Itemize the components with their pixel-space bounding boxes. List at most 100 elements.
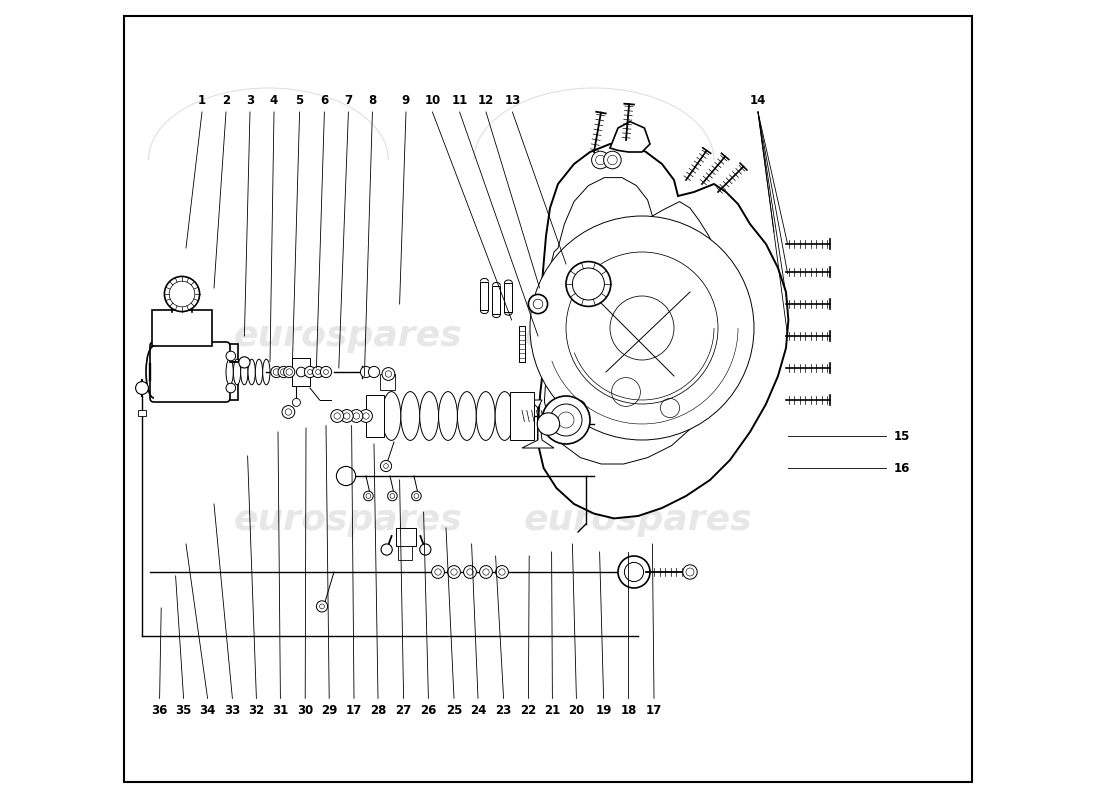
Text: 15: 15 <box>894 430 911 442</box>
Text: 14: 14 <box>750 94 767 106</box>
Text: 21: 21 <box>544 704 561 717</box>
Circle shape <box>296 367 306 377</box>
Ellipse shape <box>226 359 233 385</box>
Circle shape <box>381 460 392 472</box>
Ellipse shape <box>495 391 514 440</box>
Text: 2: 2 <box>222 94 230 106</box>
Circle shape <box>331 410 343 422</box>
Circle shape <box>320 366 331 378</box>
Text: 27: 27 <box>396 704 411 717</box>
Ellipse shape <box>255 359 263 385</box>
Circle shape <box>463 566 476 578</box>
Bar <box>398 546 412 560</box>
Circle shape <box>530 216 754 440</box>
Circle shape <box>239 357 250 368</box>
Bar <box>510 392 534 439</box>
Bar <box>218 344 238 400</box>
Circle shape <box>480 566 493 578</box>
Text: 26: 26 <box>420 704 437 717</box>
Bar <box>519 326 525 362</box>
Bar <box>381 374 395 390</box>
Circle shape <box>305 366 316 378</box>
Circle shape <box>360 410 373 422</box>
Circle shape <box>312 366 323 378</box>
Circle shape <box>448 566 461 578</box>
Circle shape <box>604 151 622 169</box>
Ellipse shape <box>400 391 420 440</box>
Text: 17: 17 <box>345 704 362 717</box>
Circle shape <box>226 351 235 361</box>
Circle shape <box>592 151 609 169</box>
Circle shape <box>496 566 508 578</box>
Circle shape <box>683 565 697 579</box>
Circle shape <box>420 544 431 555</box>
Text: eurospares: eurospares <box>524 319 752 353</box>
Circle shape <box>431 566 444 578</box>
Text: 1: 1 <box>198 94 206 106</box>
Circle shape <box>368 366 379 378</box>
Text: 31: 31 <box>273 704 288 717</box>
Text: 12: 12 <box>477 94 494 106</box>
Circle shape <box>226 383 235 393</box>
Text: eurospares: eurospares <box>233 319 462 353</box>
Circle shape <box>278 366 289 378</box>
Circle shape <box>382 368 395 380</box>
Bar <box>481 282 488 310</box>
Circle shape <box>164 276 199 311</box>
Circle shape <box>340 410 353 422</box>
Text: eurospares: eurospares <box>524 503 752 537</box>
Ellipse shape <box>382 391 400 440</box>
Circle shape <box>566 262 610 306</box>
Circle shape <box>381 544 393 555</box>
Text: 22: 22 <box>520 704 537 717</box>
Ellipse shape <box>263 359 270 385</box>
Text: 35: 35 <box>175 704 191 717</box>
Bar <box>505 283 513 312</box>
Circle shape <box>411 491 421 501</box>
Text: 3: 3 <box>246 94 254 106</box>
Circle shape <box>364 491 373 501</box>
Polygon shape <box>538 144 789 518</box>
Polygon shape <box>610 122 650 152</box>
Text: eurospares: eurospares <box>233 503 462 537</box>
Text: 11: 11 <box>451 94 468 106</box>
Text: 9: 9 <box>402 94 410 106</box>
Circle shape <box>337 466 355 486</box>
Polygon shape <box>522 400 554 448</box>
Text: 34: 34 <box>199 704 216 717</box>
Text: 19: 19 <box>595 704 612 717</box>
Bar <box>396 528 416 546</box>
Text: 4: 4 <box>270 94 278 106</box>
Ellipse shape <box>458 391 476 440</box>
Circle shape <box>537 413 560 435</box>
Circle shape <box>387 491 397 501</box>
Text: 16: 16 <box>894 462 911 474</box>
Text: 5: 5 <box>296 94 304 106</box>
Text: 10: 10 <box>425 94 440 106</box>
Bar <box>293 358 310 386</box>
Text: 7: 7 <box>344 94 352 106</box>
FancyBboxPatch shape <box>150 342 230 402</box>
Text: 29: 29 <box>321 704 338 717</box>
Ellipse shape <box>233 359 241 385</box>
Text: 28: 28 <box>370 704 386 717</box>
Bar <box>493 286 500 314</box>
Bar <box>152 310 212 346</box>
Circle shape <box>350 410 363 422</box>
Text: 24: 24 <box>470 704 486 717</box>
Circle shape <box>271 366 282 378</box>
Circle shape <box>317 601 328 612</box>
Text: 25: 25 <box>446 704 462 717</box>
Circle shape <box>361 366 372 378</box>
Circle shape <box>528 294 548 314</box>
Text: 8: 8 <box>368 94 376 106</box>
Text: 6: 6 <box>320 94 329 106</box>
Text: 18: 18 <box>620 704 637 717</box>
Text: 17: 17 <box>646 704 662 717</box>
Text: 36: 36 <box>152 704 168 717</box>
Circle shape <box>135 382 149 394</box>
Ellipse shape <box>439 391 458 440</box>
Ellipse shape <box>420 391 439 440</box>
Ellipse shape <box>476 391 495 440</box>
Bar <box>138 410 146 416</box>
